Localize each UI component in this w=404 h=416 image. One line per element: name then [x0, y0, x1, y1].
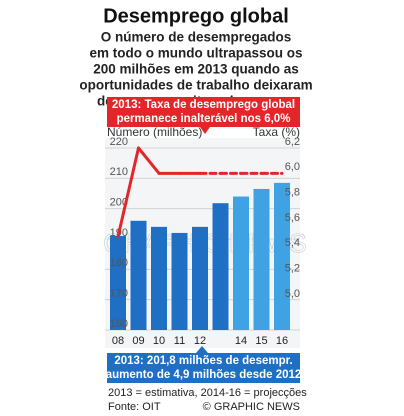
x-tick-label: 15	[255, 335, 267, 347]
annotation-pointer	[196, 346, 208, 353]
annotation-text: 2013: 201,8 milhões de desempr.	[114, 355, 292, 367]
credit: © GRAPHIC NEWS	[203, 401, 300, 413]
y-tick-label: 220	[110, 136, 128, 148]
x-tick-label: 09	[132, 335, 144, 347]
y-axis-label: Número (milhões)	[107, 125, 202, 139]
y2-axis-label: Taxa (%)	[253, 125, 300, 139]
annotation-pointer	[200, 127, 210, 134]
annotation-text: permanece inalterável nos 6,0%	[117, 113, 291, 125]
y2-tick-label: 5,8	[285, 187, 300, 199]
y-tick-label: 160	[110, 318, 128, 330]
y2-tick-label: 5,2	[285, 263, 300, 275]
y2-tick-label: 5,0	[285, 288, 300, 300]
x-tick-label: 11	[174, 335, 185, 347]
x-tick-label: 16	[276, 335, 288, 347]
bar	[130, 220, 147, 330]
subtitle-line: oportunidades de trabalho deixaram	[79, 78, 312, 93]
bar	[171, 232, 188, 330]
annotation-text: aumento de 4,9 milhões desde 2012	[106, 369, 302, 381]
subtitle-line: O número de desempregados	[101, 30, 292, 45]
subtitle-line: em todo o mundo ultrapassou os	[89, 46, 302, 61]
note: 2013 = estimativa, 2014-16 = projecções	[108, 387, 307, 399]
rate-line	[116, 146, 140, 239]
y2-tick-label: 5,6	[285, 212, 300, 224]
bar	[212, 203, 229, 330]
bar	[192, 226, 208, 330]
annotation-box	[107, 97, 300, 127]
annotation-text: 2013: Taxa de desemprego global	[112, 99, 295, 111]
source: Fonte: OIT	[108, 401, 161, 413]
y-tick-label: 170	[110, 288, 128, 300]
y2-tick-label: 6,2	[285, 136, 300, 148]
bar	[274, 182, 290, 330]
y-tick-label: 200	[110, 197, 128, 209]
y-tick-label: 180	[110, 257, 128, 269]
bar	[253, 188, 270, 330]
x-tick-label: 08	[112, 335, 124, 347]
x-tick-label: 14	[235, 335, 247, 347]
bar	[233, 196, 249, 330]
bar	[110, 235, 126, 330]
y-tick-label: 210	[110, 166, 128, 178]
chart-title: Desemprego global	[103, 5, 289, 27]
subtitle-line: 200 milhões em 2013 quando as	[93, 62, 299, 77]
x-tick-label: 10	[153, 335, 165, 347]
y2-tick-label: 6,0	[285, 161, 300, 173]
rate-line	[137, 146, 161, 175]
bar	[151, 226, 167, 330]
y2-tick-label: 5,4	[285, 237, 300, 249]
x-tick-label: 12	[194, 335, 206, 347]
annotation-box	[107, 353, 300, 383]
